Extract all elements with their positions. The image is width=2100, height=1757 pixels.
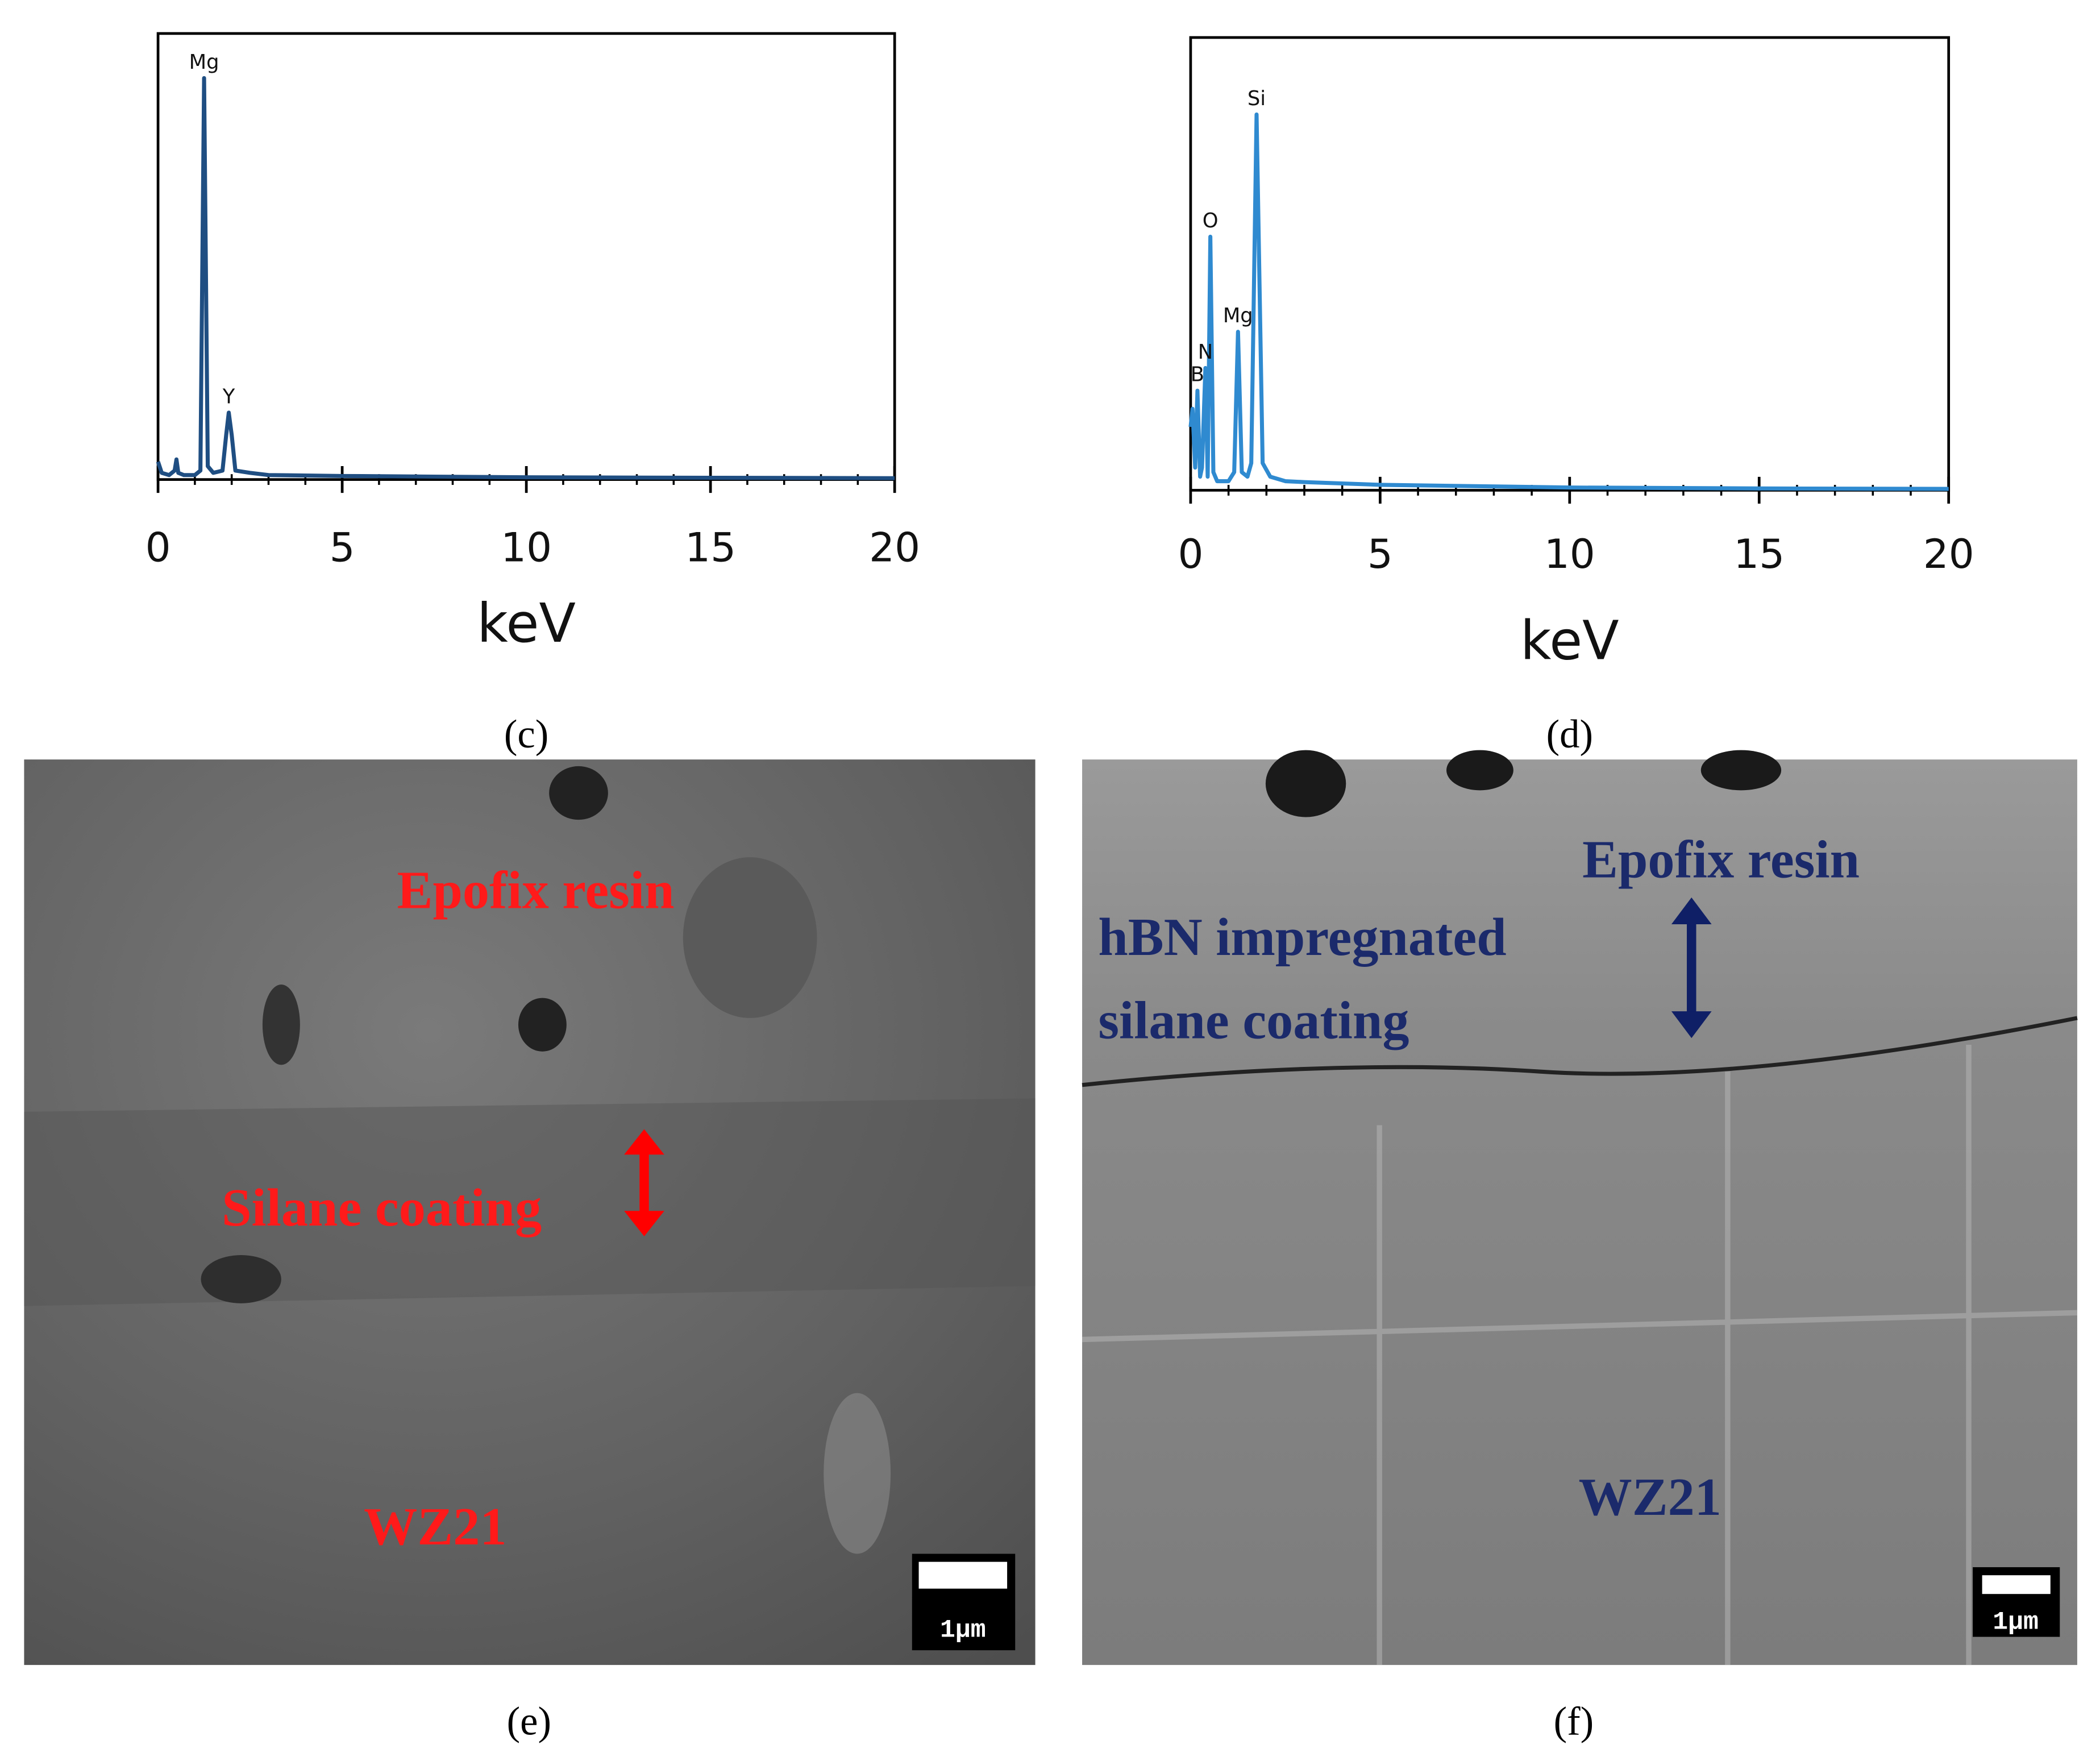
panel-label: (f)	[1554, 1700, 1594, 1744]
spectrum-line	[156, 76, 895, 480]
panel-label: (d)	[1546, 712, 1593, 757]
scale-bar-label: 1μm	[940, 1617, 986, 1645]
image-annotation: WZ21	[364, 1497, 506, 1556]
sem-background	[1082, 759, 2077, 1665]
image-annotation: WZ21	[1579, 1468, 1721, 1527]
panel-label: (e)	[507, 1700, 551, 1744]
x-tick-label: 5	[1367, 530, 1393, 578]
x-tick-label: 20	[1923, 530, 1974, 578]
peak-label: O	[1203, 209, 1219, 232]
sem-image-f	[1082, 750, 2078, 1665]
pore	[1446, 750, 1513, 791]
panel-label: (c)	[504, 712, 548, 757]
image-annotation: Epofix resin	[1582, 830, 1860, 889]
x-tick-label: 15	[685, 524, 736, 571]
scale-bar	[918, 1561, 1008, 1589]
sem-image-e	[24, 759, 1036, 1665]
x-axis-label: keV	[477, 593, 576, 655]
texture	[1082, 1045, 2078, 1665]
x-tick-label: 0	[1178, 530, 1203, 578]
pore	[549, 766, 608, 820]
image-annotation: hBN impregnated	[1098, 908, 1506, 967]
peak-label: N	[1198, 340, 1213, 364]
pore	[1700, 750, 1782, 791]
spectrum-line	[1188, 112, 1949, 491]
pore	[201, 1255, 281, 1303]
pore	[1265, 750, 1346, 817]
interface	[1082, 1016, 2078, 1087]
x-tick-label: 10	[1544, 530, 1595, 578]
x-tick-label: 15	[1733, 530, 1785, 578]
peak-label: Y	[222, 385, 235, 408]
peak-label: B	[1191, 363, 1204, 387]
image-annotation: Silane coating	[222, 1178, 542, 1237]
x-tick-label: 10	[501, 524, 552, 571]
plot-frame	[1189, 36, 1951, 492]
scale-bar	[1982, 1575, 2051, 1594]
pore	[262, 985, 300, 1065]
plot-frame	[156, 32, 896, 481]
x-tick-label: 5	[330, 524, 355, 571]
region	[824, 1393, 891, 1554]
x-tick-label: 0	[145, 524, 171, 571]
peak-label: Si	[1247, 87, 1266, 110]
x-axis-label: keV	[1520, 610, 1619, 672]
scale-bar-label: 1μm	[1993, 1608, 2039, 1636]
pore	[518, 998, 567, 1052]
peak-label: Mg	[1223, 304, 1253, 327]
image-annotation: Epofix resin	[397, 861, 675, 920]
image-annotation: silane coating	[1098, 991, 1409, 1050]
x-tick-label: 20	[869, 524, 920, 571]
peak-label: Mg	[189, 51, 219, 74]
region	[683, 857, 817, 1018]
coating-band	[24, 1098, 1036, 1306]
arrow-head	[624, 1129, 664, 1237]
